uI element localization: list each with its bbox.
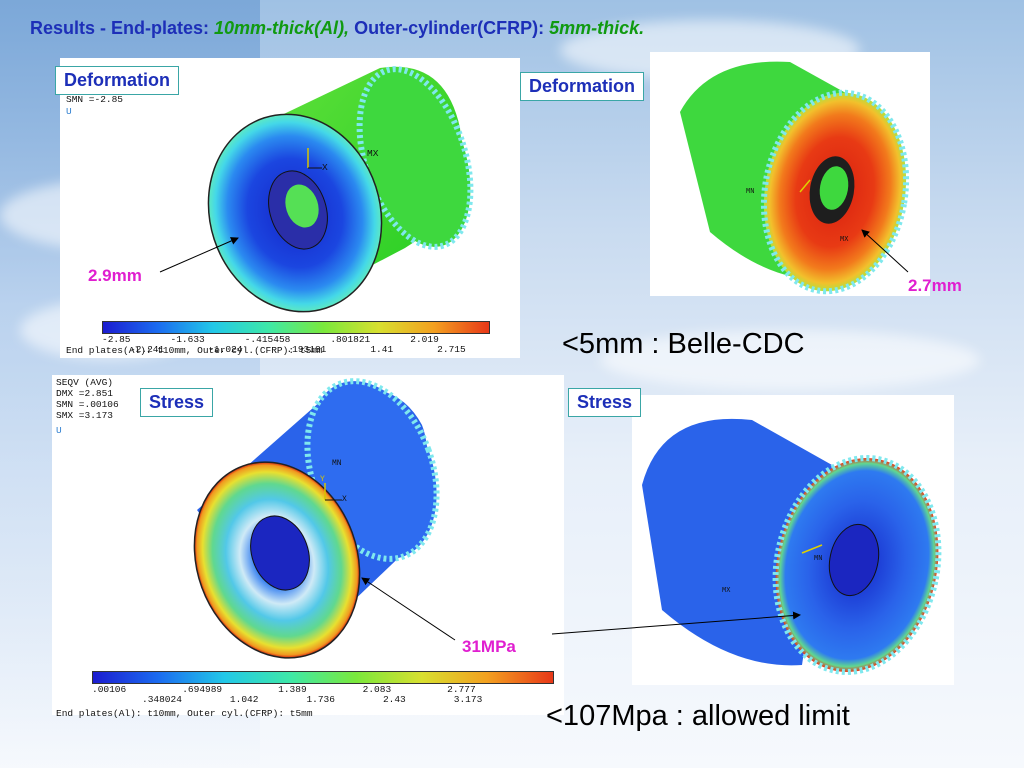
tick: 1.042 — [229, 694, 259, 705]
tick-row-2: -2.241 -1.024 .193181 1.41 2.715 — [130, 344, 520, 355]
deformation-plot-left: SMN =-2.85 U X MX -2.85 -1.633 -.4 — [60, 58, 520, 358]
mx-marker: MX — [840, 236, 849, 244]
plot-caption-top: End plates(Al): t10mm, Outer cyl.(CFRP):… — [66, 345, 323, 356]
tick: 2.777 — [447, 684, 476, 695]
tick: 3.173 — [453, 694, 483, 705]
axis-x-label: X — [322, 162, 328, 173]
limit-note: <107Mpa : allowed limit — [546, 700, 850, 732]
belle-note: <5mm : Belle-CDC — [562, 328, 805, 360]
title-part-3: Outer-cylinder(CFRP): — [349, 18, 550, 38]
tick: .348024 — [142, 694, 182, 705]
stress-plot-right: MN MX — [632, 395, 954, 685]
stress-annotation: 31MPa — [462, 637, 516, 656]
tick: -.415458 — [244, 334, 291, 345]
stress-plot-left: SEQV (AVG) DMX =2.851 SMN =.00106 SMX =3… — [52, 375, 564, 715]
tick: .801821 — [330, 334, 371, 345]
tick: 1.41 — [370, 344, 394, 355]
tick: -2.241 — [130, 344, 165, 355]
ansys-header-line: SEQV (AVG) — [56, 377, 114, 388]
tick: -1.024 — [208, 344, 243, 355]
deformation-plot-right: MN MX — [650, 52, 930, 296]
cylinder-stress-right — [642, 418, 942, 675]
tick: 2.019 — [410, 334, 439, 345]
ansys-header-line: DMX =2.851 — [56, 388, 114, 399]
slide-title: Results - End-plates: 10mm-thick(Al), Ou… — [30, 18, 644, 39]
tick: .00106 — [92, 684, 127, 695]
deformation-annotation-right: 2.7mm — [908, 276, 962, 295]
mn-marker: MN — [332, 459, 342, 468]
tick: -2.85 — [102, 334, 131, 345]
cylinder-deformation-left — [207, 66, 474, 313]
mx-marker: MX — [367, 148, 379, 159]
cylinder-stress-left — [193, 378, 440, 659]
ansys-header-line: SMN =.00106 — [56, 399, 119, 410]
deformation-label-left: Deformation — [55, 66, 180, 95]
title-part-1: Results - End-plates: — [30, 18, 215, 38]
tick: 1.736 — [306, 694, 335, 705]
tick: .193181 — [286, 344, 327, 355]
axis-y-label: Y — [320, 475, 325, 484]
tick: 2.43 — [382, 694, 406, 705]
colorbar-stress — [92, 671, 554, 684]
colorbar-deformation — [102, 321, 490, 334]
axis-x-label: X — [342, 495, 347, 504]
background-cloud — [600, 330, 980, 390]
stress-label-left: Stress — [140, 388, 214, 417]
tick: .694989 — [182, 684, 223, 695]
ansys-header-u: U — [66, 106, 72, 117]
deformation-annotation-left: 2.9mm — [88, 266, 142, 285]
mx-marker: MX — [722, 587, 731, 595]
ansys-header-line: U — [56, 425, 62, 436]
tick-row-2: .348024 1.042 1.736 2.43 3.173 — [142, 694, 562, 705]
title-part-4: 5mm-thick. — [549, 18, 645, 38]
tick: 1.389 — [278, 684, 307, 695]
title-part-2: 10mm-thick(Al), — [214, 18, 350, 38]
tick-row-1: -2.85 -1.633 -.415458 .801821 2.019 — [102, 334, 522, 345]
ansys-header-line: SMX =3.173 — [56, 410, 114, 421]
tick: -1.633 — [170, 334, 205, 345]
plot-caption-bottom: End plates(Al): t10mm, Outer cyl.(CFRP):… — [56, 708, 313, 719]
mn-marker: MN — [746, 188, 755, 196]
tick-row-1: .00106 .694989 1.389 2.083 2.777 — [92, 684, 562, 695]
stress-label-right: Stress — [568, 388, 642, 417]
mn-marker: MN — [814, 555, 823, 563]
ansys-header: SMN =-2.85 — [66, 94, 124, 105]
tick: 2.083 — [362, 684, 392, 695]
tick: 2.715 — [437, 344, 466, 355]
deformation-label-right: Deformation — [520, 72, 645, 101]
cylinder-deformation-right — [680, 61, 910, 295]
